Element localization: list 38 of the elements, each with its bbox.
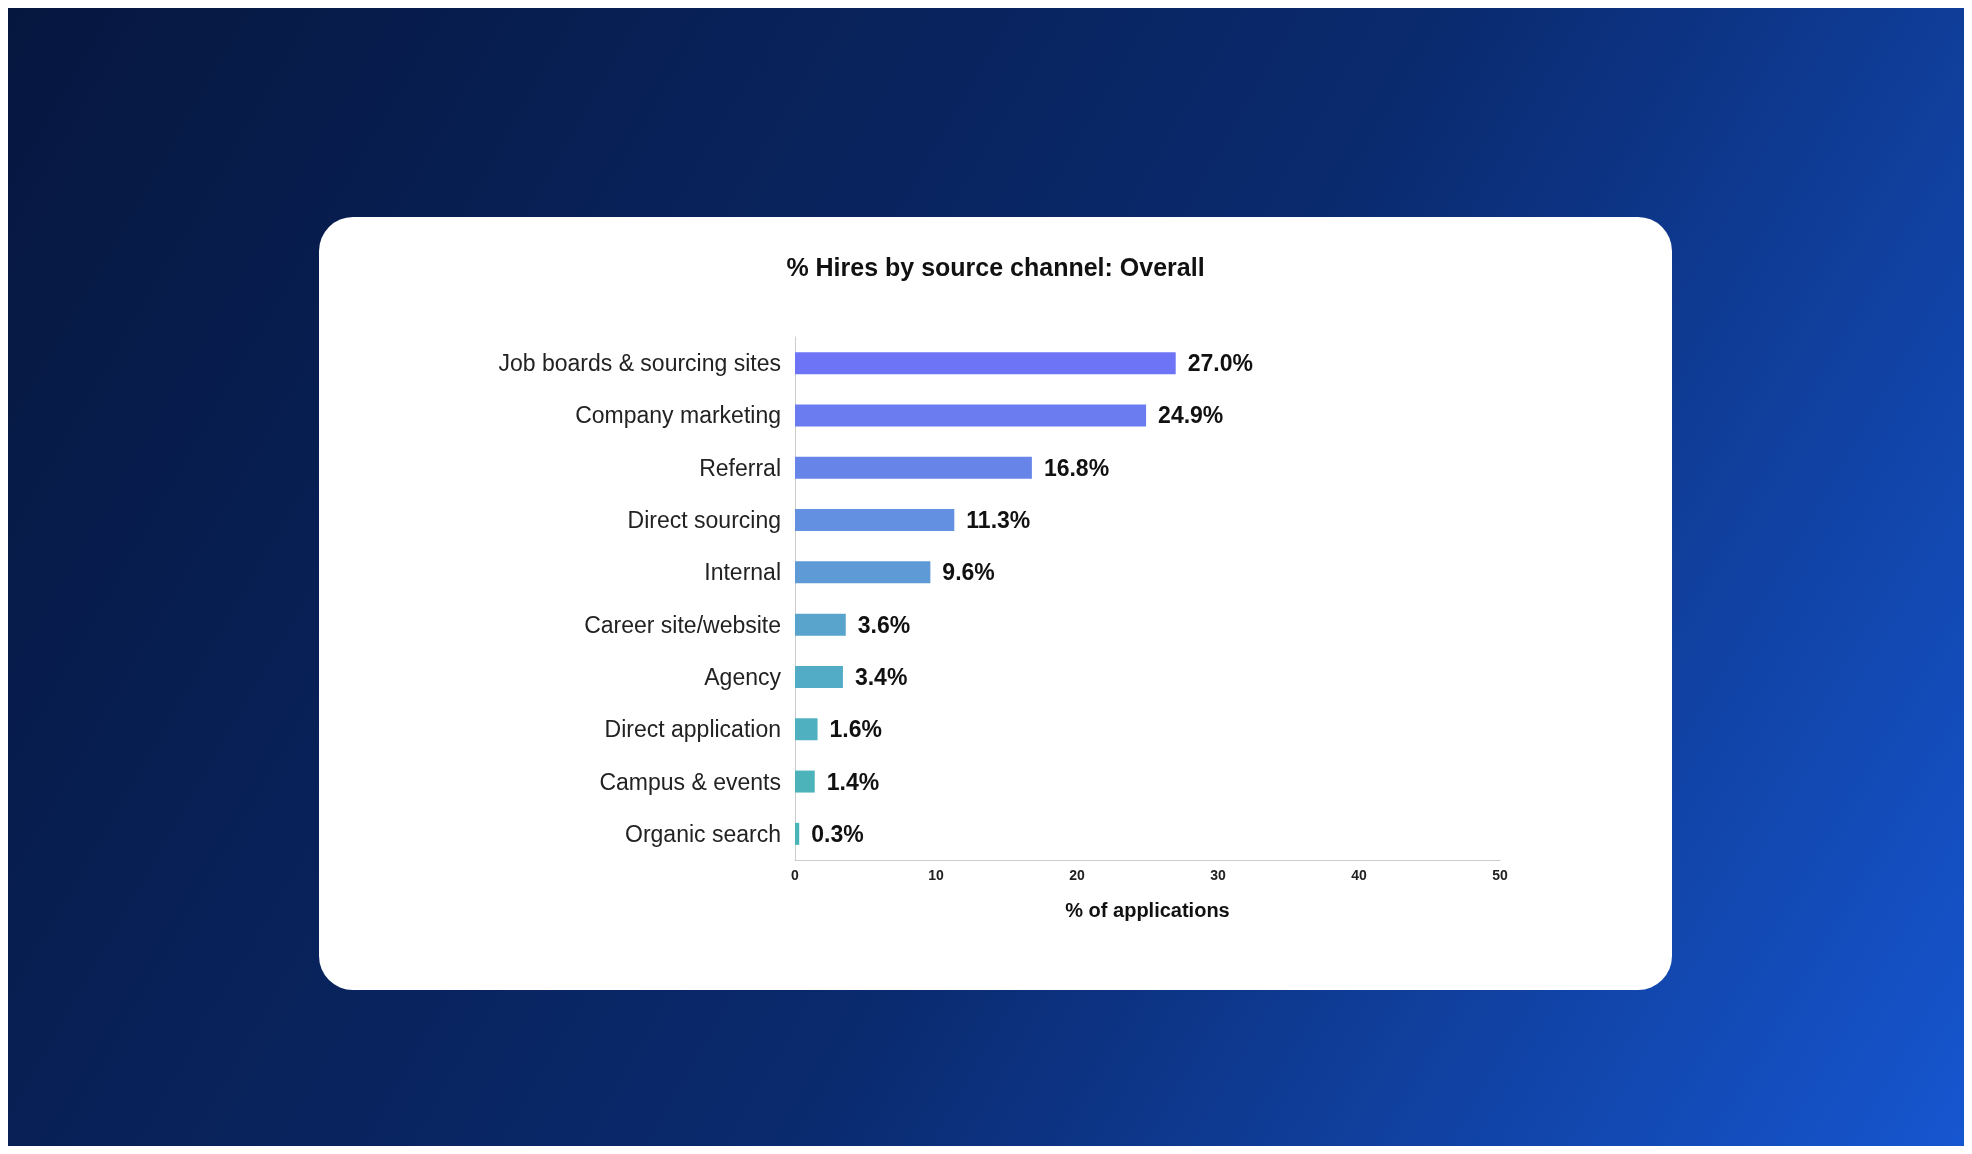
bar bbox=[795, 822, 800, 845]
data-label: 24.9% bbox=[1158, 402, 1224, 429]
bar bbox=[795, 456, 1032, 479]
x-tick-label: 10 bbox=[928, 867, 944, 883]
y-tick-label: Direct sourcing bbox=[627, 507, 781, 534]
y-tick-label: Direct application bbox=[604, 716, 781, 743]
y-tick-label: Referral bbox=[699, 454, 781, 481]
y-tick-label: Career site/website bbox=[584, 611, 781, 638]
y-tick-label: Agency bbox=[704, 663, 782, 690]
x-axis-title: % of applications bbox=[1065, 899, 1230, 921]
chart-title: % Hires by source channel: Overall bbox=[786, 252, 1205, 281]
data-label: 1.6% bbox=[829, 716, 882, 743]
y-tick-label: Organic search bbox=[625, 820, 781, 847]
x-tick-label: 50 bbox=[1492, 867, 1508, 883]
x-tick-label: 30 bbox=[1210, 867, 1226, 883]
bar bbox=[795, 613, 846, 636]
y-tick-label: Internal bbox=[704, 559, 781, 586]
data-label: 0.3% bbox=[811, 820, 864, 847]
bar bbox=[795, 352, 1176, 375]
data-label: 3.4% bbox=[854, 663, 908, 690]
bar bbox=[795, 404, 1147, 427]
x-tick-label: 20 bbox=[1069, 867, 1085, 883]
data-label: 3.6% bbox=[857, 611, 911, 638]
y-tick-label: Campus & events bbox=[599, 768, 781, 795]
y-tick-label: Company marketing bbox=[575, 402, 781, 429]
data-label: 16.8% bbox=[1043, 454, 1110, 481]
bar bbox=[795, 509, 955, 532]
x-tick-label: 0 bbox=[791, 867, 800, 883]
data-label: 1.4% bbox=[826, 768, 880, 795]
bar bbox=[795, 718, 818, 741]
data-label: 9.6% bbox=[942, 559, 995, 586]
bar bbox=[795, 770, 815, 793]
bar bbox=[795, 561, 931, 584]
x-tick-label: 40 bbox=[1351, 867, 1367, 883]
data-label: 11.3% bbox=[966, 507, 1031, 534]
bar bbox=[795, 665, 843, 688]
y-tick-label: Job boards & sourcing sites bbox=[498, 350, 781, 377]
data-label: 27.0% bbox=[1187, 350, 1253, 377]
